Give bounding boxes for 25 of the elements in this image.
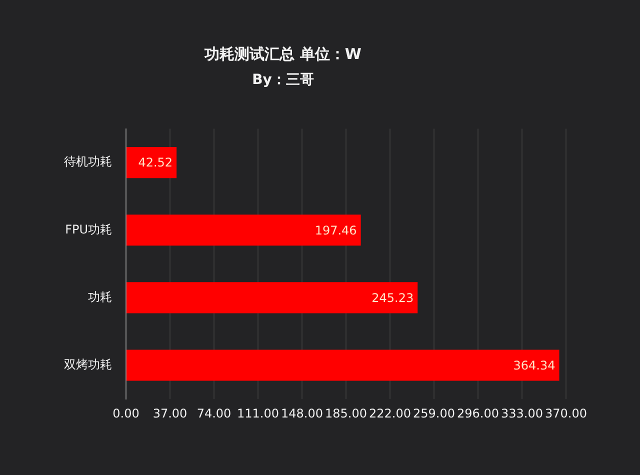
x-tick-label: 111.00 bbox=[237, 406, 279, 420]
bar bbox=[126, 147, 177, 178]
y-tick-label: 待机功耗 bbox=[64, 154, 112, 169]
bar bbox=[126, 214, 361, 246]
data-label: 42.52 bbox=[138, 156, 173, 170]
x-tick-label: 148.00 bbox=[281, 406, 323, 420]
y-tick-label: 双烤功耗 bbox=[64, 357, 112, 372]
chart-title: 功耗测试汇总 单位：W bbox=[204, 44, 362, 63]
chart-subtitle: By：三哥 bbox=[252, 72, 314, 88]
x-tick-label: 37.00 bbox=[152, 406, 188, 420]
x-tick-label: 222.00 bbox=[369, 406, 411, 420]
x-tick-label: 185.00 bbox=[325, 406, 367, 420]
bar bbox=[126, 350, 560, 381]
x-tick-label: 333.00 bbox=[501, 406, 543, 420]
x-tick-label: 259.00 bbox=[413, 406, 455, 420]
y-tick-label: 功耗 bbox=[88, 290, 112, 304]
x-tick-label: 0.00 bbox=[112, 406, 140, 420]
bar bbox=[126, 282, 418, 314]
x-tick-label: 74.00 bbox=[196, 406, 232, 420]
x-tick-label: 296.00 bbox=[457, 406, 499, 420]
data-label: 197.46 bbox=[314, 223, 357, 238]
data-label: 245.23 bbox=[372, 290, 414, 305]
x-tick-label: 370.00 bbox=[545, 406, 587, 420]
data-label: 364.34 bbox=[513, 358, 556, 372]
y-tick-label: FPU功耗 bbox=[65, 222, 112, 236]
